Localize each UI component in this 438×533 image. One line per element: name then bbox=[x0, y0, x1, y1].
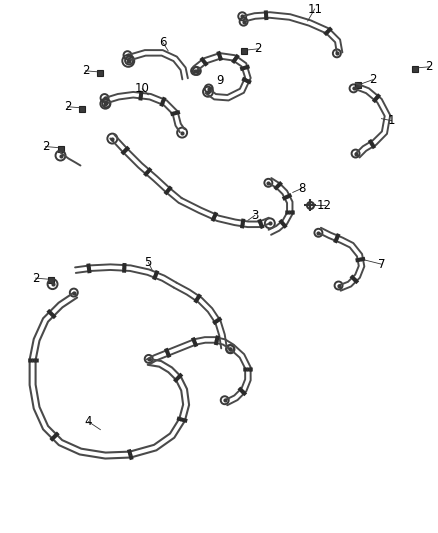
FancyBboxPatch shape bbox=[241, 48, 247, 54]
Text: 7: 7 bbox=[378, 257, 385, 271]
FancyBboxPatch shape bbox=[79, 106, 85, 112]
Text: 3: 3 bbox=[251, 209, 258, 222]
Text: 11: 11 bbox=[307, 3, 322, 15]
Text: 2: 2 bbox=[32, 272, 39, 285]
Text: 2: 2 bbox=[369, 73, 376, 86]
Text: 4: 4 bbox=[85, 415, 92, 428]
Text: 2: 2 bbox=[426, 60, 433, 74]
Text: 10: 10 bbox=[135, 82, 150, 95]
Text: 6: 6 bbox=[159, 36, 167, 50]
Text: 12: 12 bbox=[317, 199, 332, 212]
FancyBboxPatch shape bbox=[412, 66, 418, 72]
Text: 1: 1 bbox=[388, 114, 395, 127]
FancyBboxPatch shape bbox=[97, 70, 103, 76]
FancyBboxPatch shape bbox=[354, 82, 360, 88]
Text: 5: 5 bbox=[145, 256, 152, 269]
FancyBboxPatch shape bbox=[57, 146, 64, 151]
Text: 2: 2 bbox=[42, 140, 49, 153]
Text: 8: 8 bbox=[298, 182, 305, 195]
FancyBboxPatch shape bbox=[48, 277, 53, 283]
Text: 2: 2 bbox=[81, 64, 89, 77]
Text: 2: 2 bbox=[254, 43, 261, 55]
Text: 9: 9 bbox=[216, 74, 224, 87]
Text: 2: 2 bbox=[64, 100, 71, 113]
